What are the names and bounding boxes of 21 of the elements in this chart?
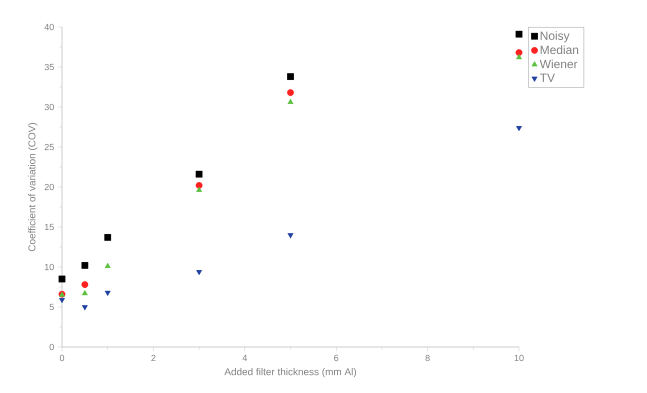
y-tick-label: 15 (44, 224, 54, 230)
legend-label: Wiener (540, 59, 578, 68)
x-tick-label: 8 (426, 354, 430, 362)
y-tick-label: 10 (44, 264, 54, 270)
y-tick-label: 30 (44, 104, 54, 110)
x-tick-label: 0 (60, 354, 64, 362)
y-tick-label: 40 (44, 24, 54, 30)
x-tick-label: 4 (242, 354, 248, 361)
y-tick-label: 25 (44, 144, 54, 150)
y-tick-label: 35 (44, 64, 54, 70)
legend-label: TV (540, 74, 555, 82)
y-axis-title: Coefficient of variation (COV) (28, 122, 38, 252)
legend-label: Noisy (540, 31, 570, 42)
x-axis-title: Added filter thickness (mm Al) (224, 368, 356, 378)
legend-label: Median (540, 45, 578, 54)
y-tick-label: 0 (50, 344, 54, 350)
y-tick-label: 5 (50, 304, 54, 310)
x-tick-label: 10 (514, 354, 524, 362)
x-tick-label: 6 (334, 354, 338, 362)
x-tick-label: 2 (151, 354, 156, 362)
y-tick-label: 20 (44, 184, 54, 190)
